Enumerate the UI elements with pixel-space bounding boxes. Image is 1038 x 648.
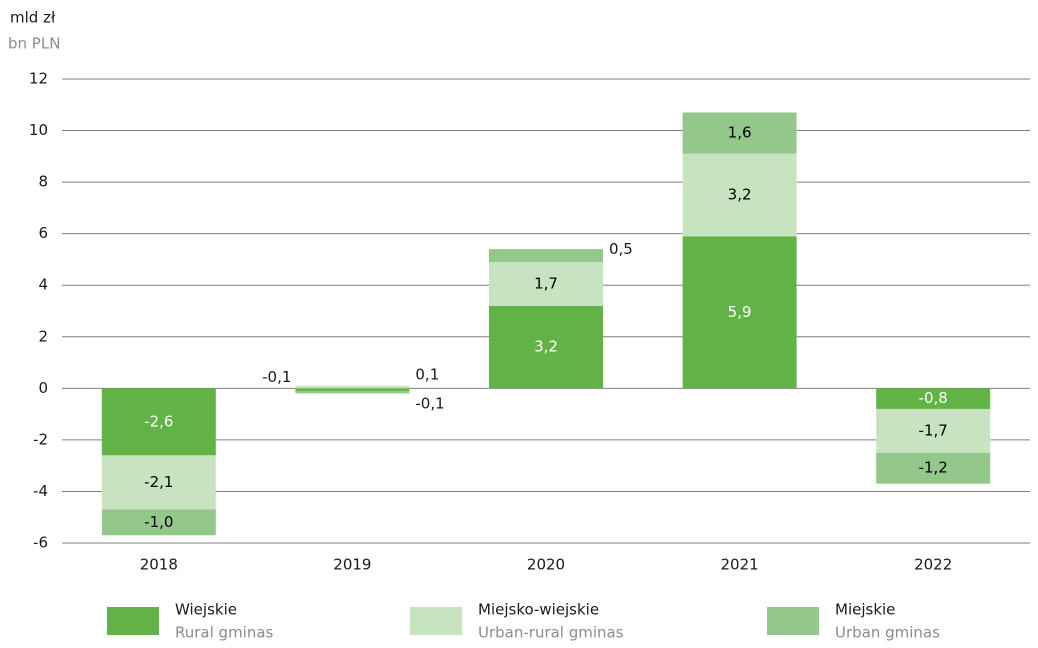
data-label: -1,2 [919,459,948,477]
data-label: -2,1 [144,473,173,491]
y-tick-label: 6 [38,224,48,242]
y-axis-label: mld zł [10,9,56,27]
x-tick-label: 2020 [527,556,565,574]
bar-segment [489,249,603,263]
y-tick-label: 0 [38,379,48,397]
legend-swatch [410,607,462,635]
bar-segment [876,452,991,484]
data-label: 3,2 [534,338,558,356]
data-label: -0,1 [262,368,291,386]
bar-segment [101,509,216,536]
bar-segment [876,388,991,409]
legend-label: Miejsko-wiejskie [478,601,599,619]
legend-label: Miejskie [835,601,895,619]
data-label: 0,5 [609,240,633,258]
bar-segment [489,262,603,306]
x-tick-label: 2018 [140,556,178,574]
bar-segment [876,408,991,453]
data-label: 1,7 [534,274,558,292]
legend-label-en: Urban gminas [835,624,940,642]
legend-swatch [767,607,819,635]
bar-segment [101,388,216,456]
data-label: 1,6 [728,124,752,142]
legend-label: Wiejskie [175,601,237,619]
data-label: 0,1 [415,366,439,384]
x-tick-label: 2019 [333,556,371,574]
x-tick-label: 2022 [914,556,952,574]
data-label: -0,8 [919,389,948,407]
data-label: -1,7 [919,421,948,439]
y-tick-label: 12 [29,70,48,88]
y-tick-label: -6 [33,534,48,552]
bar-segment [295,385,410,389]
bar-segment [101,455,216,510]
bar-segment [295,390,410,394]
y-tick-label: 4 [38,276,48,294]
legend-swatch [107,607,159,635]
data-label: -0,1 [415,395,444,413]
y-tick-label: 8 [38,173,48,191]
bar-segment [489,305,603,389]
data-label: 5,9 [728,303,752,321]
data-label: -2,6 [144,412,173,430]
x-tick-label: 2021 [721,556,759,574]
data-label: 3,2 [728,186,752,204]
data-label: -1,0 [144,513,173,531]
y-tick-label: 10 [29,121,48,139]
bar-segment [682,153,797,237]
legend-label-en: Urban-rural gminas [478,624,624,642]
bar-segment [682,112,797,154]
bar-segment [295,388,410,391]
legend-label-en: Rural gminas [175,624,274,642]
bar-segment [682,236,797,389]
y-tick-label: -2 [33,430,48,448]
y-tick-label: 2 [38,327,48,345]
y-axis-label-en: bn PLN [8,35,60,53]
y-tick-label: -4 [33,482,48,500]
